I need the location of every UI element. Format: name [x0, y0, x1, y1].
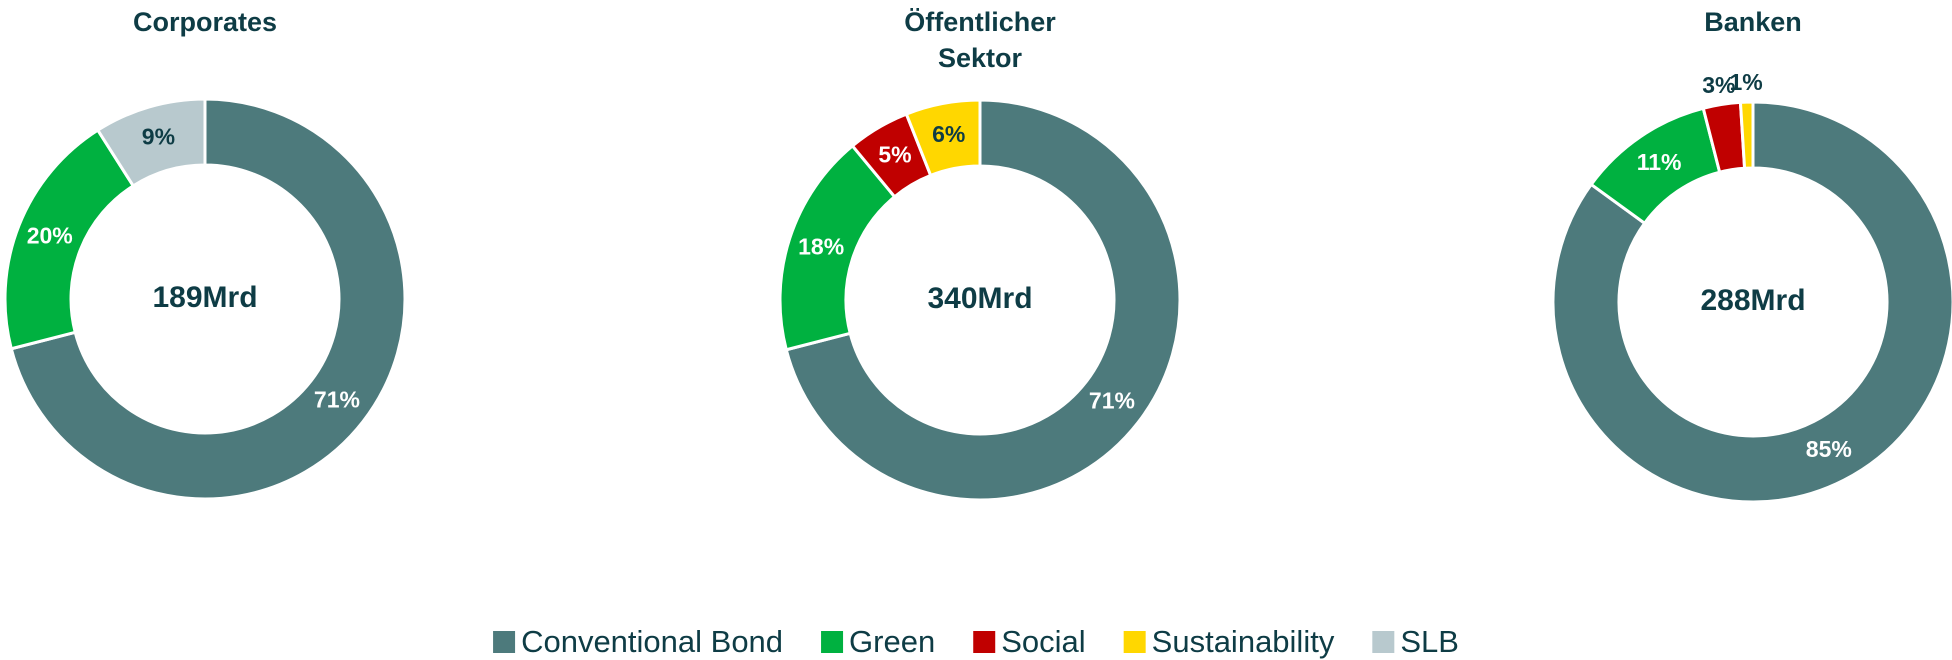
- data-label: 1%: [1730, 69, 1763, 95]
- data-label: 6%: [932, 121, 965, 147]
- data-label: 3%: [1702, 72, 1735, 98]
- data-label: 18%: [798, 233, 844, 259]
- chart-title: Banken: [1704, 7, 1802, 37]
- data-label: 9%: [142, 124, 175, 150]
- donut-slice: [784, 98, 1182, 502]
- donut-slice: [1738, 100, 1755, 170]
- donut-slice: [9, 97, 407, 501]
- legend-label: SLB: [1400, 624, 1459, 659]
- legend-label: Conventional Bond: [521, 624, 783, 659]
- data-label: 11%: [1637, 149, 1682, 175]
- legend-label: Sustainability: [1152, 624, 1335, 659]
- donut-slice: [904, 98, 982, 178]
- legend-swatch: [493, 631, 516, 653]
- center-label: 340Mrd: [927, 282, 1032, 315]
- legend-label: Green: [849, 624, 935, 659]
- legend-swatch: [821, 631, 844, 653]
- chart-title: Corporates: [132, 7, 278, 37]
- donut-slice: [1551, 100, 1952, 504]
- legend-swatch: [973, 631, 996, 653]
- data-label: 71%: [314, 386, 360, 412]
- center-label: 288Mrd: [1700, 284, 1805, 317]
- legend-swatch: [1123, 631, 1146, 653]
- data-label: 5%: [878, 141, 911, 167]
- donut-slice: [95, 97, 207, 188]
- center-label: 189Mrd: [152, 281, 257, 314]
- data-label: 20%: [27, 223, 73, 249]
- legend-swatch: [1372, 631, 1395, 653]
- data-label: 71%: [1089, 387, 1135, 413]
- legend-label: Social: [1001, 624, 1085, 659]
- legend: Conventional Bond Green Social Sustainabili…: [493, 624, 1459, 659]
- chart-title: Öffentlicher Sektor: [904, 7, 1056, 73]
- data-label: 85%: [1806, 436, 1852, 462]
